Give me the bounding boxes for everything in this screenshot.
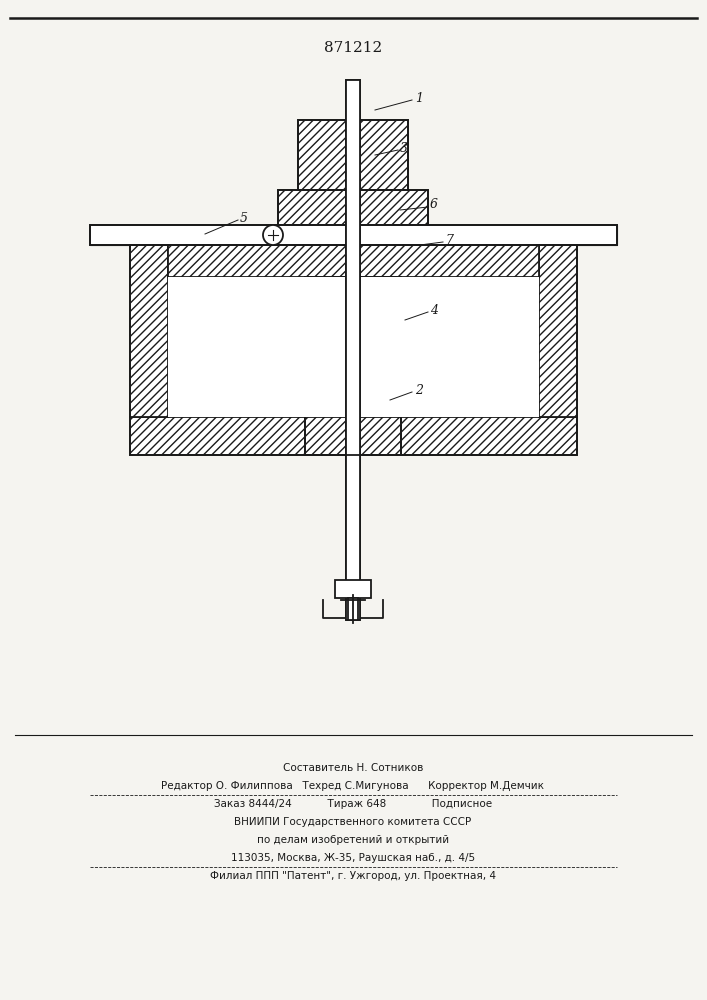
Bar — [348, 598, 358, 620]
Bar — [130, 417, 577, 455]
Bar — [90, 225, 205, 245]
Text: Составитель Н. Сотников: Составитель Н. Сотников — [283, 763, 423, 773]
Bar — [539, 245, 577, 417]
Text: 2: 2 — [415, 383, 423, 396]
Bar — [90, 225, 617, 245]
Bar — [168, 277, 346, 417]
Bar — [298, 120, 346, 190]
Text: 6: 6 — [430, 198, 438, 212]
Text: ВНИИПИ Государственного комитета СССР: ВНИИПИ Государственного комитета СССР — [235, 817, 472, 827]
Bar — [360, 245, 539, 277]
Bar — [168, 245, 346, 277]
Bar — [305, 277, 346, 455]
Bar — [346, 455, 360, 590]
Text: 1: 1 — [415, 92, 423, 104]
Bar — [305, 417, 346, 455]
Bar — [360, 190, 428, 225]
Text: 113035, Москва, Ж-35, Раушская наб., д. 4/5: 113035, Москва, Ж-35, Раушская наб., д. … — [231, 853, 475, 863]
Bar — [502, 225, 617, 245]
Bar — [346, 80, 360, 620]
Bar — [335, 580, 371, 598]
Bar — [360, 120, 408, 190]
Text: 871212: 871212 — [324, 41, 382, 55]
Circle shape — [263, 225, 283, 245]
Text: 3: 3 — [400, 141, 408, 154]
Bar — [298, 120, 408, 190]
Bar — [360, 277, 401, 455]
Bar — [305, 277, 401, 455]
Text: по делам изобретений и открытий: по делам изобретений и открытий — [257, 835, 449, 845]
Text: 5: 5 — [240, 212, 248, 225]
Bar — [130, 245, 168, 417]
Text: Заказ 8444/24           Тираж 648              Подписное: Заказ 8444/24 Тираж 648 Подписное — [214, 799, 492, 809]
Bar — [130, 245, 577, 455]
Text: Редактор О. Филиппова   Техред С.Мигунова      Корректор М.Демчик: Редактор О. Филиппова Техред С.Мигунова … — [161, 781, 544, 791]
Bar — [278, 190, 428, 225]
Bar — [278, 190, 346, 225]
Bar — [360, 417, 401, 455]
Text: 4: 4 — [430, 304, 438, 316]
Bar — [360, 277, 539, 417]
Bar — [90, 225, 617, 245]
Text: Филиал ППП "Патент", г. Ужгород, ул. Проектная, 4: Филиал ППП "Патент", г. Ужгород, ул. Про… — [210, 871, 496, 881]
Text: 7: 7 — [445, 233, 453, 246]
Bar — [346, 80, 360, 620]
